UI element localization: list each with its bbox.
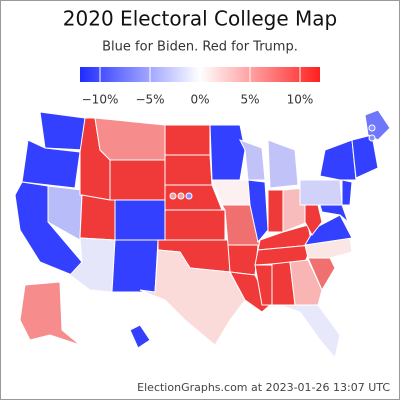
state [247,179,269,244]
state [267,189,284,233]
district-marker [368,134,376,142]
title: 2020 Electoral College Map [63,7,337,31]
state [164,154,213,186]
state [319,204,350,224]
legend-tick-label: −10% [82,93,119,107]
state [289,259,323,306]
state [164,209,226,241]
district-marker [185,192,193,200]
legend-tick-label: 5% [240,93,259,107]
state [94,117,166,161]
state [299,179,343,206]
state [111,239,159,293]
legend-tick-label: −5% [135,93,164,107]
state [257,224,313,251]
legend-tick-label: 0% [190,93,209,107]
state [79,194,116,241]
footer: ElectionGraphs.com at 2023-01-26 13:07 U… [137,381,390,394]
state [319,139,357,181]
state [304,214,353,246]
state [279,304,341,360]
state [109,159,166,201]
state [21,139,81,189]
state [238,139,266,181]
district-marker [169,192,177,200]
state [19,281,81,346]
district-marker [177,192,185,200]
state [229,271,271,313]
state [351,134,379,179]
state [129,324,151,349]
subtitle: Blue for Biden. Red for Trump. [102,40,298,55]
state [39,111,86,151]
state [364,109,391,141]
state [139,249,246,346]
state [227,244,259,276]
district-marker [368,124,376,132]
state [164,124,211,156]
state [114,199,166,241]
state [267,139,299,189]
legend-tick-label: 10% [287,93,314,107]
state [341,179,353,206]
us-map [14,109,391,360]
state [209,124,246,181]
color-legend: −10% −5% 0% 5% 10% [80,67,320,107]
